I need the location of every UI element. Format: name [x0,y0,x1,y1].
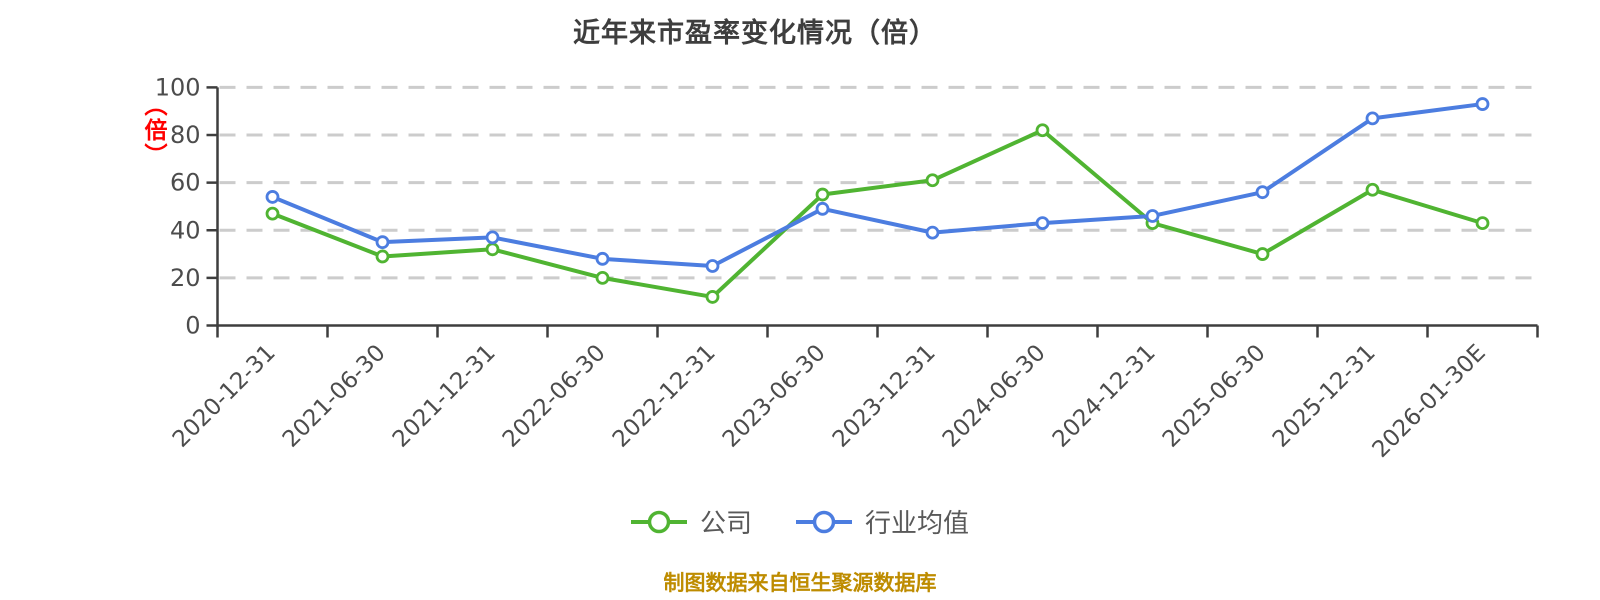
data-point [1255,247,1270,261]
x-tick-label: 2020-12-31 [168,340,281,453]
data-point [375,249,390,264]
data-point [705,290,720,304]
data-point [1035,216,1050,231]
chart-title: 近年来市盈率变化情况（倍） [573,18,937,49]
legend-label-company: 公司 [699,509,752,539]
data-point [485,242,500,257]
x-tick-label: 2022-12-31 [608,340,721,453]
data-point [595,251,610,266]
data-point [1035,123,1050,138]
y-axis-unit-label: （倍） [140,93,166,168]
legend-item-industry-average: 行业均值 [796,503,969,540]
data-point [595,270,610,285]
data-point [485,230,500,245]
data-point [925,173,940,188]
data-point [1255,185,1270,200]
y-tick-label: 40 [170,216,201,244]
data-point [265,190,280,204]
x-tick-label: 2021-12-31 [388,340,501,453]
x-tick-label: 2021-06-30 [278,340,391,453]
data-point [1145,209,1160,223]
data-point [815,201,830,216]
x-tick-label: 2022-06-30 [498,340,611,453]
x-tick-label: 2025-12-31 [1268,340,1381,453]
x-tick-label: 2023-06-30 [718,340,831,453]
y-tick-label: 60 [170,169,201,197]
x-tick-label: 2024-12-31 [1048,340,1161,453]
data-point [1365,111,1380,126]
legend: 公司 行业均值 [0,503,1600,540]
y-tick-label: 20 [170,264,201,292]
x-tick-label: 2026-01-30E [1368,340,1491,463]
y-tick-label: 100 [155,73,201,101]
x-tick-label: 2025-06-30 [1158,340,1271,453]
data-point [1365,182,1380,197]
data-point [1475,97,1490,111]
y-tick-label: 0 [185,312,200,340]
data-point [375,235,390,250]
company-series-line-marker-icon [630,510,687,533]
data-source-note: 制图数据来自恒生聚源数据库 [663,571,937,595]
legend-label-industry-average: 行业均值 [865,509,970,539]
data-point [815,187,830,202]
data-point [1475,216,1490,231]
series-line-公司 [270,128,1485,299]
data-point [705,259,720,273]
y-tick-label: 80 [170,121,201,149]
plot-area: 0 20 40 60 80 100 2020-12-312021-06-302021-12-… [155,73,1539,463]
data-point [265,206,280,221]
legend-item-company: 公司 [630,503,752,540]
x-tick-label: 2023-12-31 [828,340,941,453]
x-tick-label: 2024-06-30 [938,340,1051,453]
data-point [925,225,940,240]
industry-average-series-line-marker-icon [796,510,852,533]
series-line-行业均值 [270,102,1485,268]
